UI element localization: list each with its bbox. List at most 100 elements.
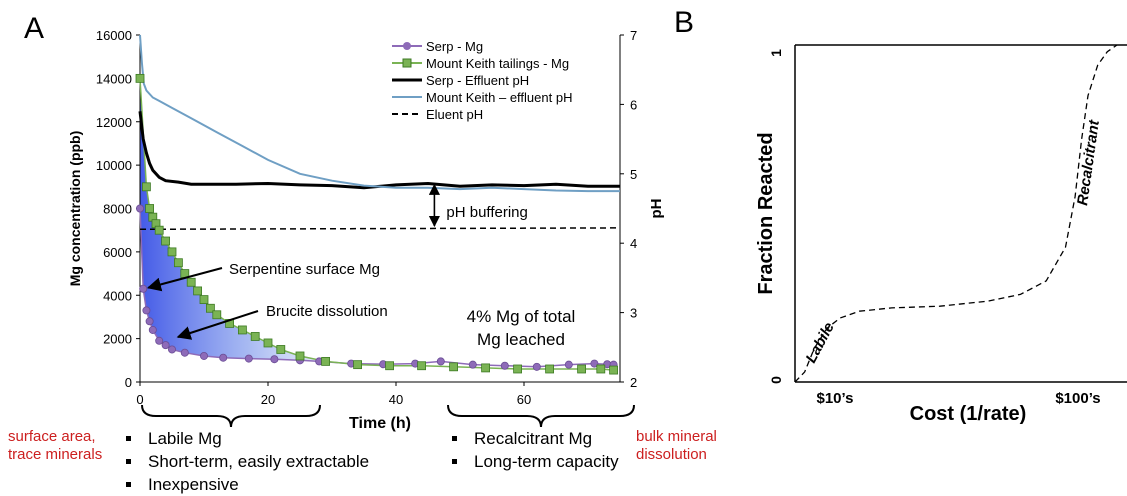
b-x-tick-label: $10’s <box>817 390 854 407</box>
mk-mg-point <box>250 332 260 341</box>
x-tick-label: 0 <box>136 392 143 407</box>
legend-marker <box>402 58 412 68</box>
legend-label: Mount Keith tailings - Mg <box>426 56 569 71</box>
mk-mg-point <box>135 73 145 83</box>
bullet-item: Long-term capacity <box>450 450 619 473</box>
y-tick-label: 14000 <box>96 71 132 86</box>
serp-mg-point <box>135 204 144 213</box>
legend-marker <box>403 42 411 50</box>
right-red-note: bulk mineral dissolution <box>636 428 717 464</box>
series-line-2 <box>138 111 620 190</box>
annotation-percent-line2: Mg leached <box>477 330 565 349</box>
mk-mg-point <box>596 364 606 374</box>
serp-mg-point <box>436 357 445 366</box>
right-red-line-1: bulk mineral <box>636 428 717 445</box>
bullet-item: Short-term, easily extractable <box>124 450 369 473</box>
left-red-line-1: surface area, <box>8 428 96 445</box>
mk-mg-point <box>199 295 209 304</box>
series-line-3 <box>139 34 620 193</box>
b-curve <box>794 44 1118 383</box>
serp-mg-point <box>270 355 279 364</box>
serp-mg-point <box>590 359 599 368</box>
serp-mg-point <box>532 362 541 371</box>
serp-mg-point <box>167 345 176 354</box>
x-tick-label: 40 <box>389 392 403 407</box>
mk-mg-point <box>545 364 554 374</box>
y2-tick-label: 6 <box>630 97 637 112</box>
serp-mg-point <box>142 306 151 315</box>
serp-mg-point <box>161 341 170 350</box>
right-red-line-2: dissolution <box>636 446 707 463</box>
legend-label: Serp - Effluent pH <box>426 73 529 88</box>
mk-mg-point <box>193 286 203 296</box>
serp-mg-point <box>145 317 154 326</box>
y-tick-label: 16000 <box>96 28 132 43</box>
y2-tick-label: 2 <box>630 375 637 390</box>
y-tick-label: 2000 <box>103 332 132 347</box>
panel-label-a: A <box>24 12 45 45</box>
y2-tick-label: 7 <box>630 28 637 43</box>
serp-mg-point <box>139 284 148 293</box>
serp-mg-point <box>199 351 208 360</box>
serp-mg-point <box>468 360 477 369</box>
y2-tick-label: 3 <box>630 306 637 321</box>
legend-label: Eluent pH <box>426 107 483 122</box>
mk-mg-point <box>276 345 286 354</box>
x-axis-label: Time (h) <box>349 415 411 432</box>
mk-mg-point <box>385 361 395 371</box>
serp-mg-point <box>180 348 189 357</box>
brucite-arrow <box>176 310 259 340</box>
mk-mg-point <box>212 310 222 320</box>
y-tick-label: 12000 <box>96 115 132 130</box>
y-tick-label: 0 <box>125 375 132 390</box>
mk-mg-point <box>481 363 491 373</box>
mk-mg-point <box>205 303 215 313</box>
mk-mg-point <box>577 364 586 374</box>
mk-mg-point <box>295 351 305 361</box>
mk-mg-point <box>417 361 427 371</box>
mk-mg-point <box>145 204 155 213</box>
series-line-4 <box>139 227 621 231</box>
y-tick-label: 6000 <box>103 245 132 260</box>
leached-area <box>140 78 320 362</box>
serp-mg-point <box>564 360 573 369</box>
serp-mg-point <box>219 353 228 362</box>
annotation-serpentine: Serpentine surface Mg <box>229 261 380 278</box>
y-axis-label: Mg concentration (ppb) <box>67 131 83 287</box>
b-x-tick-label: $100’s <box>1055 390 1100 407</box>
annotation-ph-buffering: pH buffering <box>446 204 527 221</box>
y2-axis-label: pH <box>648 199 665 219</box>
mk-mg-point <box>321 356 331 366</box>
mk-mg-point <box>154 225 164 235</box>
y-tick-label: 8000 <box>103 202 132 217</box>
annotation-percent-line1: 4% Mg of total <box>467 307 576 326</box>
bullet-item: Recalcitrant Mg <box>450 427 619 450</box>
serpentine-arrow <box>146 267 223 292</box>
mk-mg-point <box>141 182 151 192</box>
x-tick-label: 20 <box>261 392 275 407</box>
mk-mg-point <box>237 325 247 335</box>
y-tick-label: 4000 <box>103 288 132 303</box>
b-x-axis-label: Cost (1/rate) <box>910 403 1027 425</box>
recalcitrant-brace <box>447 404 635 428</box>
left-bullets: Labile Mg Short-term, easily extractable… <box>124 427 369 496</box>
mk-mg-point <box>609 365 618 375</box>
annotation-brucite: Brucite dissolution <box>266 303 388 320</box>
b-y-tick-label: 1 <box>768 49 784 57</box>
b-y-tick-label: 0 <box>768 376 784 384</box>
bullet-item: Labile Mg <box>124 427 369 450</box>
y-tick-label: 10000 <box>96 158 132 173</box>
mk-mg-point <box>353 360 363 370</box>
labile-brace <box>141 404 321 428</box>
left-red-line-2: trace minerals <box>8 446 103 463</box>
panel-label-b: B <box>674 6 695 39</box>
serp-mg-point <box>500 361 509 370</box>
b-annotation-recalcitrant: Recalcitrant <box>1074 118 1103 206</box>
b-y-axis-label: Fraction Reacted <box>755 132 777 294</box>
mk-mg-point <box>263 338 273 348</box>
b-annotation-labile: Labile <box>803 320 838 366</box>
mk-mg-point <box>513 364 522 374</box>
mk-mg-point <box>186 277 196 287</box>
